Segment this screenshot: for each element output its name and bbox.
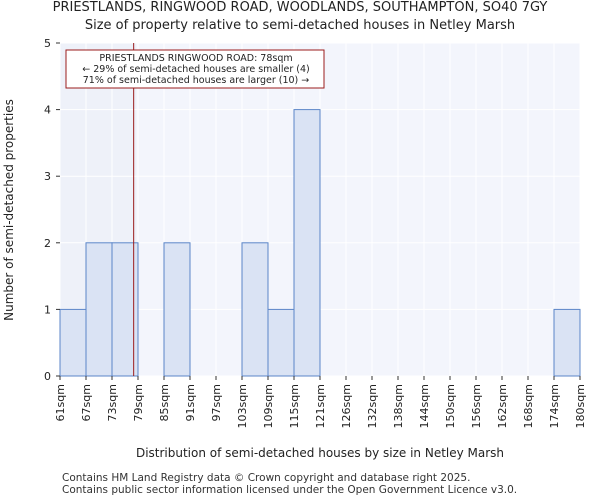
y-tick-label: 5 xyxy=(44,37,51,50)
bar-174sqm xyxy=(553,308,581,377)
bar-109sqm xyxy=(267,308,295,377)
footer-line-1: Contains HM Land Registry data © Crown c… xyxy=(62,472,471,484)
x-tick-label: 121sqm xyxy=(314,384,327,428)
x-tick-label: 126sqm xyxy=(340,384,353,428)
footer-line-2: Contains public sector information licen… xyxy=(62,484,518,496)
x-tick-label: 109sqm xyxy=(262,384,275,428)
x-tick-label: 91sqm xyxy=(184,384,197,421)
chart-subtitle: Size of property relative to semi-detach… xyxy=(84,18,516,33)
y-tick-label: 0 xyxy=(44,370,51,383)
x-tick-label: 67sqm xyxy=(80,384,93,421)
x-tick-label: 79sqm xyxy=(132,384,145,421)
annotation-box xyxy=(65,49,325,89)
x-tick-label: 162sqm xyxy=(496,384,509,428)
x-tick-label: 180sqm xyxy=(574,384,587,428)
x-axis-label: Distribution of semi-detached houses by … xyxy=(136,446,504,460)
bar-chart: 61sqm 67sqm 73sqm 79sqm 85sqm 91sqm 97sqm 103sq… xyxy=(2,37,587,460)
y-axis-label: Number of semi-detached properties xyxy=(2,99,16,321)
bar-67sqm xyxy=(85,242,113,377)
bar-103sqm xyxy=(241,242,269,377)
x-tick-label: 97sqm xyxy=(210,384,223,421)
annotation-line-2: ← 29% of semi-detached houses are smalle… xyxy=(82,64,310,75)
x-tick-label: 174sqm xyxy=(548,384,561,428)
plot-background-right xyxy=(136,43,580,376)
bar-85sqm xyxy=(163,242,191,377)
x-tick-label: 61sqm xyxy=(54,384,67,421)
y-tick-label: 4 xyxy=(44,104,51,117)
x-tick-label: 144sqm xyxy=(418,384,431,428)
x-tick-label: 132sqm xyxy=(366,384,379,428)
x-tick-label: 150sqm xyxy=(444,384,457,428)
chart-title: PRIESTLANDS, RINGWOOD ROAD, WOODLANDS, S… xyxy=(52,0,548,15)
annotation-line-1: PRIESTLANDS RINGWOOD ROAD: 78sqm xyxy=(99,53,292,64)
x-tick-label: 103sqm xyxy=(236,384,249,428)
bar-115sqm xyxy=(293,109,321,377)
x-tick-label: 85sqm xyxy=(158,384,171,421)
x-tick-label: 156sqm xyxy=(470,384,483,428)
y-tick-label: 3 xyxy=(44,170,51,183)
x-tick-label: 115sqm xyxy=(288,384,301,428)
bar-61sqm xyxy=(59,308,87,377)
x-tick-label: 73sqm xyxy=(106,384,119,421)
y-tick-label: 2 xyxy=(44,237,51,250)
annotation-line-3: 71% of semi-detached houses are larger (… xyxy=(83,75,310,86)
y-tick-label: 1 xyxy=(44,303,51,316)
x-tick-label: 168sqm xyxy=(522,384,535,428)
x-tick-label: 138sqm xyxy=(392,384,405,428)
